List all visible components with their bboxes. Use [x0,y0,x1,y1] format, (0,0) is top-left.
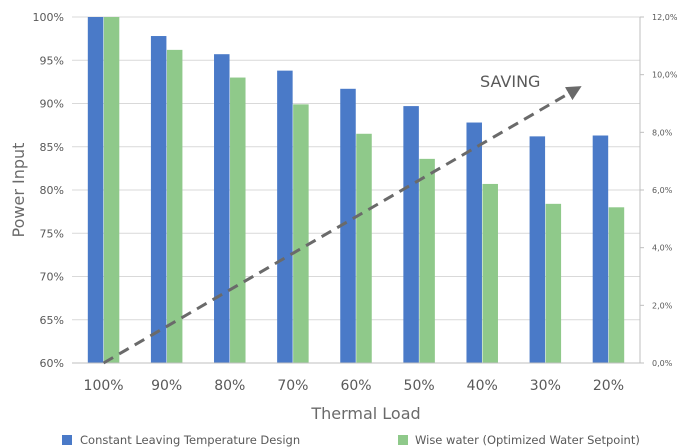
y-tick-label: 75% [40,227,64,240]
bar-constant-leaving-temperature-60pct [340,88,356,364]
y-axis-title: Power Input [9,143,28,238]
bar-wise-water-20pct [608,207,625,363]
y-tick-label: 60% [40,357,64,370]
bar-constant-leaving-temperature-20pct [592,135,609,363]
y-tick-label: 90% [40,98,64,111]
bar-constant-leaving-temperature-100pct [87,17,104,363]
saving-trend-arrow [102,86,582,365]
y2-tick-label: 2,0% [652,301,673,310]
y2-tick-label: 6,0% [652,186,673,195]
bar-constant-leaving-temperature-40pct [466,122,482,363]
y2-tick-label: 10,0% [652,71,678,80]
x-tick-label: 50% [404,378,435,394]
legend-swatch-wise-water [398,435,408,445]
y-tick-label: 80% [40,184,64,197]
legend: Constant Leaving Temperature Design Wise… [62,433,640,447]
x-tick-label: 80% [214,378,245,394]
x-tick-label: 70% [277,378,308,394]
y2-tick-label: 4,0% [652,244,673,253]
x-tick-label: 40% [467,378,498,394]
x-tick-label: 60% [340,378,371,394]
x-tick-label: 100% [84,378,124,394]
bar-constant-leaving-temperature-50pct [403,106,419,363]
x-axis-title: Thermal Load [310,404,420,423]
x-tick-label: 20% [593,378,624,394]
saving-trend: SAVING [102,72,582,365]
gridlines [72,16,640,364]
bars [87,17,625,364]
y-tick-label: 100% [33,11,64,24]
y2-tick-label: 0,0% [652,359,673,368]
bar-constant-leaving-temperature-30pct [529,136,546,363]
y2-tick-label: 12,0% [652,13,678,22]
y-tick-label: 70% [40,271,64,284]
legend-label-constant-leaving-temperature: Constant Leaving Temperature Design [80,433,300,447]
y-tick-label: 85% [40,141,64,154]
bar-wise-water-70pct [293,104,309,364]
legend-label-wise-water: Wise water (Optimized Water Setpoint) [415,433,640,447]
legend-swatch-constant-leaving-temperature [62,435,72,445]
x-tick-label: 30% [530,378,561,394]
axes: 60% 65% 70% 75% 80% 85% 90% 95% 100% 0,0% 2,0% 4,0%… [33,11,678,394]
x-tick-label: 90% [151,378,182,394]
bar-constant-leaving-temperature-70pct [277,70,293,363]
bar-constant-leaving-temperature-90pct [150,36,167,363]
bar-wise-water-100pct [103,17,120,363]
bar-wise-water-40pct [482,183,498,363]
bar-wise-water-60pct [356,133,372,363]
bar-wise-water-90pct [166,49,183,364]
bar-wise-water-30pct [545,203,562,363]
bar-wise-water-80pct [230,77,246,364]
saving-label: SAVING [480,72,540,91]
bar-wise-water-50pct [419,158,435,363]
y-tick-label: 95% [40,54,64,67]
bar-constant-leaving-temperature-80pct [214,54,230,363]
y2-tick-label: 8,0% [652,128,673,137]
y-tick-label: 65% [40,314,64,327]
